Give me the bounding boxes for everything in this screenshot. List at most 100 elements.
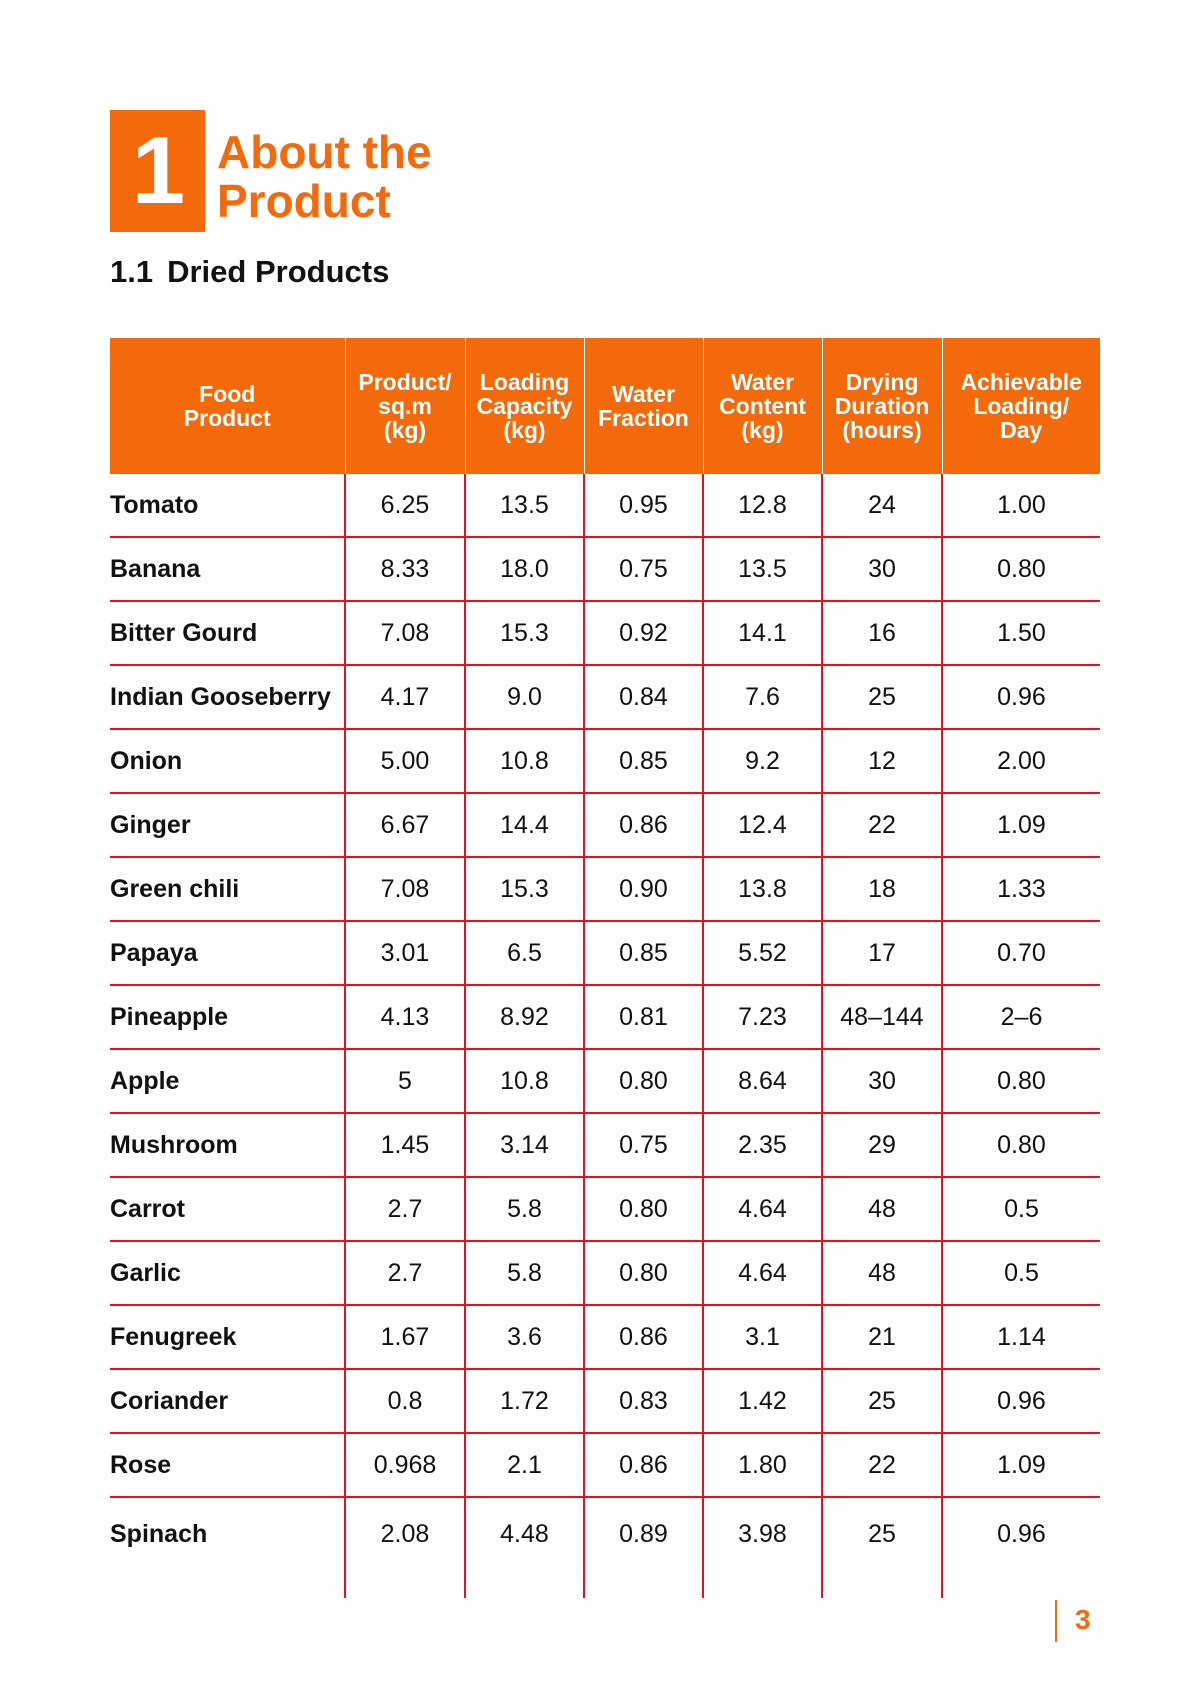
table-cell: 2.7 bbox=[344, 1241, 465, 1306]
table-cell: 0.80 bbox=[583, 1049, 703, 1114]
column-header-line: (kg) bbox=[503, 417, 546, 443]
table-cell: 2.08 bbox=[344, 1497, 465, 1598]
table-cell: 21 bbox=[821, 1305, 942, 1370]
table-cell: 17 bbox=[821, 921, 942, 986]
table-cell: 13.5 bbox=[702, 537, 822, 602]
table-cell: 1.72 bbox=[464, 1369, 584, 1434]
table-row: Ginger 6.67 14.4 0.86 12.4 22 1.09 bbox=[110, 793, 1100, 858]
table-row: Bitter Gourd 7.08 15.3 0.92 14.1 16 1.50 bbox=[110, 601, 1100, 666]
table-cell: 1.42 bbox=[702, 1369, 822, 1434]
table-cell: 25 bbox=[821, 1497, 942, 1598]
column-header-line: (hours) bbox=[842, 417, 922, 443]
table-cell: 0.70 bbox=[941, 921, 1100, 986]
table-cell: 7.08 bbox=[344, 857, 465, 922]
food-product-cell: Tomato bbox=[110, 474, 345, 538]
section-heading: 1.1 Dried Products bbox=[110, 254, 389, 290]
table-cell: 0.86 bbox=[583, 1305, 703, 1370]
chapter-title-line-2: Product bbox=[217, 175, 391, 227]
table-cell: 0.86 bbox=[583, 793, 703, 858]
table-cell: 48 bbox=[821, 1241, 942, 1306]
chapter-number-box: 1 bbox=[110, 110, 205, 232]
food-product-cell: Banana bbox=[110, 537, 345, 602]
table-cell: 0.92 bbox=[583, 601, 703, 666]
table-cell: 2.35 bbox=[702, 1113, 822, 1178]
table-cell: 4.48 bbox=[464, 1497, 584, 1598]
table-cell: 0.80 bbox=[583, 1177, 703, 1242]
table-cell: 0.968 bbox=[344, 1433, 465, 1498]
column-header-line: Achievable bbox=[960, 369, 1082, 395]
table-cell: 1.50 bbox=[941, 601, 1100, 666]
table-cell: 0.5 bbox=[941, 1177, 1100, 1242]
column-header-line: Drying bbox=[845, 369, 919, 395]
table-cell: 0.96 bbox=[941, 665, 1100, 730]
table-row: Carrot 2.7 5.8 0.80 4.64 48 0.5 bbox=[110, 1177, 1100, 1242]
table-cell: 0.80 bbox=[941, 1049, 1100, 1114]
food-product-cell: Coriander bbox=[110, 1369, 345, 1434]
section-title: Dried Products bbox=[167, 254, 390, 289]
table-cell: 3.01 bbox=[344, 921, 465, 986]
table-cell: 1.14 bbox=[941, 1305, 1100, 1370]
food-product-cell: Apple bbox=[110, 1049, 345, 1114]
table-cell: 15.3 bbox=[464, 601, 584, 666]
table-cell: 30 bbox=[821, 1049, 942, 1114]
table-cell: 2.00 bbox=[941, 729, 1100, 794]
table-cell: 9.0 bbox=[464, 665, 584, 730]
table-cell: 5.8 bbox=[464, 1241, 584, 1306]
table-row: Spinach 2.08 4.48 0.89 3.98 25 0.96 bbox=[110, 1497, 1100, 1598]
table-cell: 0.85 bbox=[583, 921, 703, 986]
section-number: 1.1 bbox=[110, 254, 154, 289]
table-cell: 0.81 bbox=[583, 985, 703, 1050]
table-cell: 6.5 bbox=[464, 921, 584, 986]
table-cell: 2–6 bbox=[941, 985, 1100, 1050]
table-cell: 6.25 bbox=[344, 474, 465, 538]
table-cell: 24 bbox=[821, 474, 942, 538]
table-cell: 14.1 bbox=[702, 601, 822, 666]
table-cell: 0.84 bbox=[583, 665, 703, 730]
table-cell: 5.8 bbox=[464, 1177, 584, 1242]
column-header: Water Fraction bbox=[583, 338, 703, 474]
table-row: Green chili 7.08 15.3 0.90 13.8 18 1.33 bbox=[110, 857, 1100, 922]
table-cell: 4.64 bbox=[702, 1177, 822, 1242]
table-cell: 2.1 bbox=[464, 1433, 584, 1498]
table-row: Mushroom 1.45 3.14 0.75 2.35 29 0.80 bbox=[110, 1113, 1100, 1178]
table-cell: 10.8 bbox=[464, 729, 584, 794]
table-header-row: Food Product Product/sq.m (kg) Loading Capaci… bbox=[110, 338, 1100, 474]
table-cell: 0.95 bbox=[583, 474, 703, 538]
table-row: Papaya 3.01 6.5 0.85 5.52 17 0.70 bbox=[110, 921, 1100, 986]
food-product-cell: Rose bbox=[110, 1433, 345, 1498]
table-cell: 3.14 bbox=[464, 1113, 584, 1178]
table-row: Tomato 6.25 13.5 0.95 12.8 24 1.00 bbox=[110, 474, 1100, 538]
column-header-line: Duration bbox=[834, 393, 930, 419]
table-cell: 29 bbox=[821, 1113, 942, 1178]
table-cell: 0.80 bbox=[583, 1241, 703, 1306]
table-cell: 13.5 bbox=[464, 474, 584, 538]
food-product-cell: Green chili bbox=[110, 857, 345, 922]
table-row: Fenugreek 1.67 3.6 0.86 3.1 21 1.14 bbox=[110, 1305, 1100, 1370]
table-cell: 1.33 bbox=[941, 857, 1100, 922]
column-header-line: Water bbox=[611, 381, 676, 407]
dried-products-table: Food Product Product/sq.m (kg) Loading Capaci… bbox=[110, 338, 1100, 1598]
food-product-cell: Papaya bbox=[110, 921, 345, 986]
table-cell: 25 bbox=[821, 665, 942, 730]
table-cell: 9.2 bbox=[702, 729, 822, 794]
table-row: Garlic 2.7 5.8 0.80 4.64 48 0.5 bbox=[110, 1241, 1100, 1306]
table-row: Banana 8.33 18.0 0.75 13.5 30 0.80 bbox=[110, 537, 1100, 602]
chapter-number: 1 bbox=[131, 117, 185, 224]
column-header-line: (kg) bbox=[741, 417, 784, 443]
table-cell: 22 bbox=[821, 793, 942, 858]
table-cell: 3.6 bbox=[464, 1305, 584, 1370]
column-header-line: Loading bbox=[479, 369, 570, 395]
table-cell: 14.4 bbox=[464, 793, 584, 858]
column-header-line: Fraction bbox=[598, 405, 689, 431]
table-header: Food Product Product/sq.m (kg) Loading Capaci… bbox=[110, 338, 1100, 474]
table-row: Coriander 0.8 1.72 0.83 1.42 25 0.96 bbox=[110, 1369, 1100, 1434]
column-header: Drying Duration (hours) bbox=[821, 338, 942, 474]
table-cell: 12 bbox=[821, 729, 942, 794]
column-header: Product/sq.m (kg) bbox=[344, 338, 465, 474]
table-cell: 0.5 bbox=[941, 1241, 1100, 1306]
table-cell: 5.00 bbox=[344, 729, 465, 794]
table-cell: 4.64 bbox=[702, 1241, 822, 1306]
table-cell: 1.80 bbox=[702, 1433, 822, 1498]
table-cell: 5 bbox=[344, 1049, 465, 1114]
column-header-line: (kg) bbox=[383, 417, 427, 443]
